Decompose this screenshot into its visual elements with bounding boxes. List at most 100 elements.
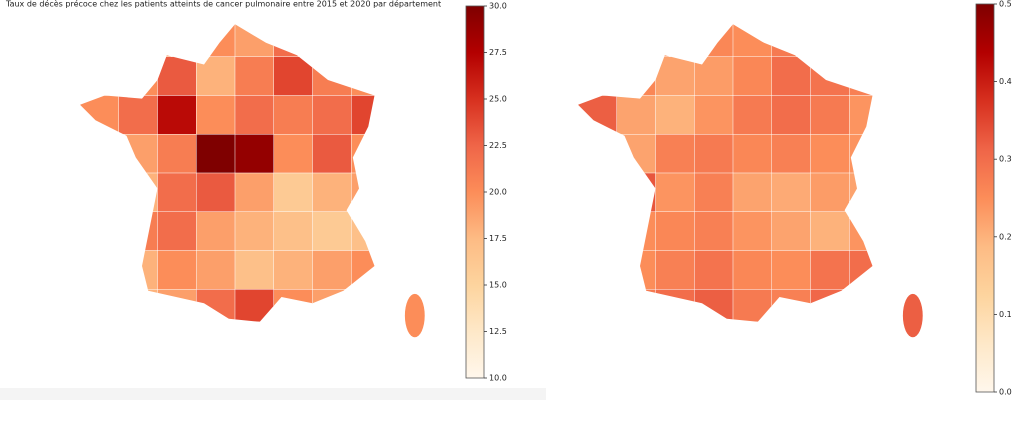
department (578, 95, 618, 135)
department (732, 134, 773, 174)
department (196, 211, 236, 251)
colorbar-tick-label: 0.0 (999, 388, 1012, 397)
department (849, 134, 873, 174)
department (732, 56, 773, 96)
department (694, 24, 734, 58)
department (810, 211, 850, 251)
colorbar-tick-label: 15.0 (489, 281, 507, 290)
department (234, 134, 275, 174)
colorbar-tick-label: 0.1 (999, 310, 1012, 319)
department (810, 56, 850, 96)
department (732, 24, 773, 58)
department (404, 293, 425, 338)
department (849, 24, 873, 58)
department (196, 95, 236, 135)
department (616, 250, 656, 290)
colorbar-tick-label: 12.5 (489, 327, 507, 336)
department (196, 134, 236, 174)
department (234, 289, 275, 322)
panel-edge (0, 388, 546, 400)
department (771, 172, 811, 213)
department (234, 211, 275, 251)
department (655, 289, 695, 322)
department (655, 56, 695, 96)
department (849, 211, 873, 251)
department (655, 250, 695, 290)
colorbar-tick-label: 20.0 (489, 188, 507, 197)
colorbar-tick-label: 17.5 (489, 234, 507, 243)
department (849, 95, 873, 135)
department (273, 250, 313, 290)
department (273, 95, 313, 135)
corsica (902, 293, 923, 338)
department (655, 24, 695, 58)
colorbar-tick-label: 0.5 (999, 0, 1012, 9)
department (157, 95, 197, 135)
department (312, 250, 352, 290)
department (810, 95, 850, 135)
colorbar-tick-label: 25.0 (489, 95, 507, 104)
department (655, 172, 695, 213)
map-title: Taux de décès précoce chez les patients … (5, 0, 441, 9)
corsica (404, 293, 425, 338)
department (616, 24, 656, 58)
department (312, 172, 352, 213)
department (694, 172, 734, 213)
colorbar-tick-label: 27.5 (489, 48, 507, 57)
department (578, 24, 618, 58)
colorbar-tick-label: 10.0 (489, 374, 507, 383)
department (694, 95, 734, 135)
department (312, 134, 352, 174)
department (771, 24, 811, 58)
colorbar-tick-label: 0.2 (999, 232, 1012, 241)
department (655, 134, 695, 174)
department (157, 211, 197, 251)
department (273, 134, 313, 174)
department (616, 172, 656, 213)
department (771, 134, 811, 174)
department (902, 293, 923, 338)
colorbar-tick-label: 22.5 (489, 141, 507, 150)
colorbar-tick-label: 30.0 (489, 2, 507, 11)
department (578, 134, 618, 174)
department (694, 211, 734, 251)
department (771, 250, 811, 290)
department (771, 211, 811, 251)
department (849, 56, 873, 96)
department (157, 172, 197, 213)
department (732, 250, 773, 290)
department (157, 250, 197, 290)
department (810, 289, 850, 322)
department (234, 172, 275, 213)
department (655, 95, 695, 135)
department (234, 95, 275, 135)
department (849, 289, 873, 322)
department (616, 211, 656, 251)
department (578, 172, 618, 213)
department (732, 95, 773, 135)
department (810, 134, 850, 174)
department (273, 172, 313, 213)
department (273, 211, 313, 251)
department (655, 211, 695, 251)
department (578, 56, 618, 96)
department (810, 172, 850, 213)
map (578, 24, 923, 338)
department (694, 289, 734, 322)
department (616, 95, 656, 135)
department (849, 250, 873, 290)
department (312, 95, 352, 135)
department (578, 211, 618, 251)
department (771, 95, 811, 135)
department (810, 24, 850, 58)
colorbar (465, 5, 485, 379)
department (771, 56, 811, 96)
department (578, 289, 618, 322)
department (578, 250, 618, 290)
department (849, 172, 873, 213)
department (771, 289, 811, 322)
department (118, 95, 158, 135)
department (196, 250, 236, 290)
department (616, 289, 656, 322)
